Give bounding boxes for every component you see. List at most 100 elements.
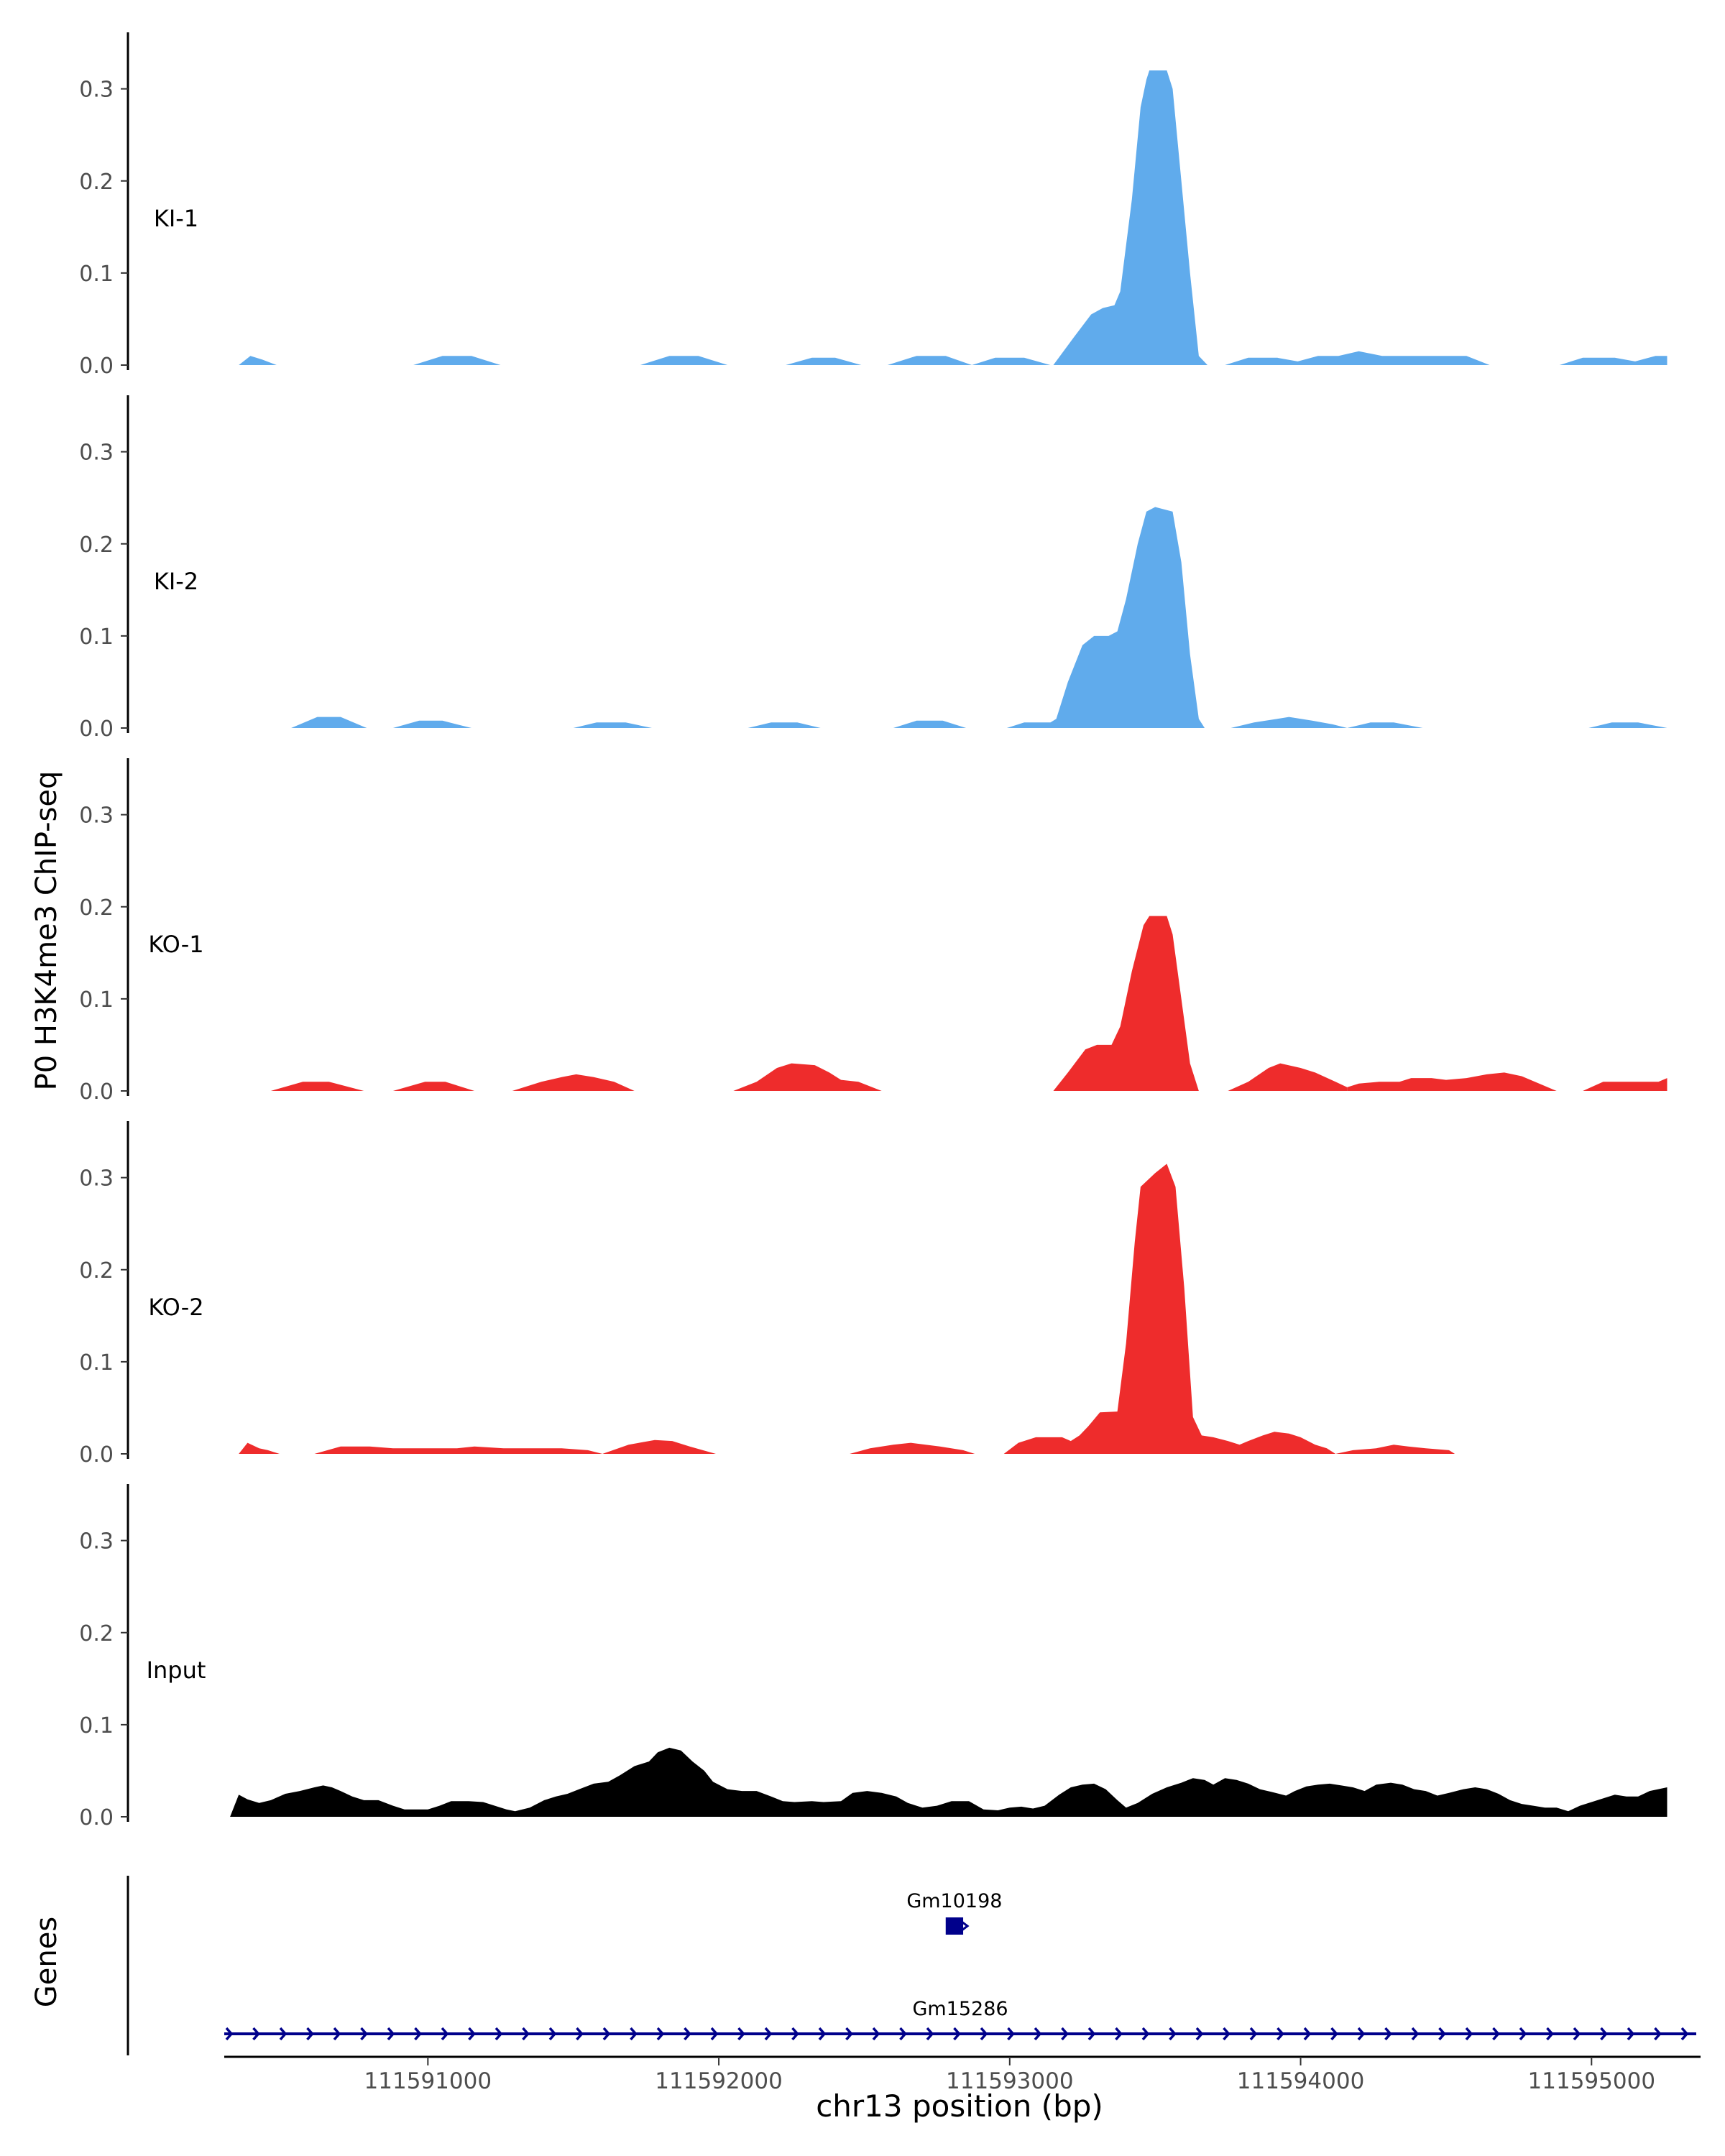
strand-arrow [1438, 2027, 1446, 2041]
signal-area [1006, 507, 1205, 728]
gene-exon [945, 1917, 964, 1935]
strand-arrow [1411, 2027, 1420, 2041]
x-tick-label: 111592000 [655, 2068, 783, 2094]
strand-arrow [1087, 2027, 1096, 2041]
y-tick-label: 0.1 [79, 625, 114, 650]
y-tick-label: 0.3 [79, 78, 114, 103]
signal-area [1347, 1072, 1557, 1091]
strand-arrow [1034, 2027, 1042, 2041]
signal-area [1559, 356, 1668, 365]
strand-arrow [1465, 2027, 1473, 2041]
x-tick-label: 111593000 [946, 2068, 1074, 2094]
strand-arrow [1303, 2027, 1312, 2041]
signal-area [1003, 1164, 1336, 1454]
track-label: KO-2 [148, 1294, 203, 1321]
strand-arrow [1384, 2027, 1392, 2041]
signal-area [573, 722, 652, 728]
strand-arrow [684, 2027, 691, 2041]
strand-arrow [1492, 2027, 1500, 2041]
genes-axis-title: Genes [30, 1917, 63, 2007]
y-tick-label: 0.1 [79, 1350, 114, 1376]
strand-arrow [818, 2027, 827, 2041]
strand-arrow [576, 2027, 584, 2041]
strand-arrow [522, 2027, 530, 2041]
strand-arrow [980, 2027, 988, 2041]
y-tick-label: 0.2 [79, 533, 114, 558]
strand-arrow [1330, 2027, 1338, 2041]
signal-area [1225, 351, 1490, 365]
track-label: KI-1 [154, 205, 198, 232]
strand-arrow [225, 2027, 234, 2041]
gene-label: Gm15286 [912, 1998, 1008, 2020]
strand-arrow [306, 2027, 314, 2041]
strand-arrow [1276, 2027, 1284, 2041]
signal-area [512, 1074, 635, 1091]
strand-arrow [1357, 2027, 1366, 2041]
y-tick-label: 0.2 [79, 1258, 114, 1284]
strand-arrow [656, 2027, 665, 2041]
signal-tracks: 0.00.10.20.3KI-10.00.10.20.3KI-20.00.10.… [79, 32, 1668, 1830]
strand-arrow [1223, 2027, 1230, 2041]
strand-arrow [1680, 2027, 1689, 2041]
x-axis: 111591000 111592000 111593000 111594000 1115… [224, 2055, 1701, 2094]
track-label: KO-1 [148, 931, 203, 958]
strand-arrow [926, 2027, 934, 2041]
y-tick-label: 0.1 [79, 262, 114, 287]
y-tick-label: 0.3 [79, 1529, 114, 1554]
y-tick-label: 0.0 [79, 1442, 114, 1468]
strand-arrow [953, 2027, 961, 2041]
x-axis-title: chr13 position (bp) [816, 2088, 1103, 2124]
x-tick-label: 111591000 [364, 2068, 492, 2094]
signal-area [230, 1747, 1668, 1817]
strand-arrow [279, 2027, 288, 2041]
signal-area [1053, 916, 1199, 1091]
strand-arrow [252, 2027, 260, 2041]
signal-area [1583, 1078, 1668, 1091]
y-tick-label: 0.0 [79, 1805, 114, 1830]
signal-area [850, 1442, 975, 1454]
strand-arrow [468, 2027, 476, 2041]
strand-arrow [872, 2027, 880, 2041]
signal-area [392, 1082, 475, 1091]
signal-area [1230, 717, 1348, 728]
signal-area [1347, 722, 1423, 728]
strand-arrow [387, 2027, 395, 2041]
signal-area [239, 1442, 280, 1454]
strand-arrow [961, 1920, 970, 1932]
strand-arrow [1573, 2027, 1581, 2041]
strand-arrow [1600, 2027, 1608, 2041]
strand-arrow [1169, 2027, 1177, 2041]
strand-arrow [1195, 2027, 1204, 2041]
gene-gm10198: Gm10198 [906, 1890, 1002, 1935]
signal-area [602, 1439, 716, 1454]
signal-area [413, 356, 501, 365]
signal-area [1053, 70, 1208, 365]
genes-panel: Gm10198 Gm15286 [126, 1876, 1696, 2055]
y-tick-label: 0.1 [79, 987, 114, 1013]
signal-area [887, 356, 972, 365]
y-tick-label: 0.3 [79, 1166, 114, 1192]
signal-area [1335, 1445, 1455, 1454]
signal-area [291, 717, 367, 728]
strand-arrow [1519, 2027, 1527, 2041]
strand-arrow [1654, 2027, 1662, 2041]
y-axis-title: P0 H3K4me3 ChIP-seq [30, 771, 63, 1091]
y-tick-label: 0.1 [79, 1713, 114, 1738]
y-tick-label: 0.2 [79, 170, 114, 195]
signal-area [239, 356, 277, 365]
strand-arrow [630, 2027, 638, 2041]
signal-area [270, 1082, 364, 1091]
signal-area [972, 357, 1051, 365]
strand-arrow [494, 2027, 503, 2041]
strand-arrow [845, 2027, 853, 2041]
track-panel-ki-2: 0.0 0.1 0.2 0.3 KI-2 [79, 395, 1668, 742]
y-tick-label: 0.3 [79, 441, 114, 466]
strand-arrow [710, 2027, 719, 2041]
strand-arrow [1627, 2027, 1635, 2041]
strand-arrow [414, 2027, 422, 2041]
strand-arrow [899, 2027, 907, 2041]
strand-arrow [737, 2027, 745, 2041]
signal-area [314, 1446, 603, 1454]
